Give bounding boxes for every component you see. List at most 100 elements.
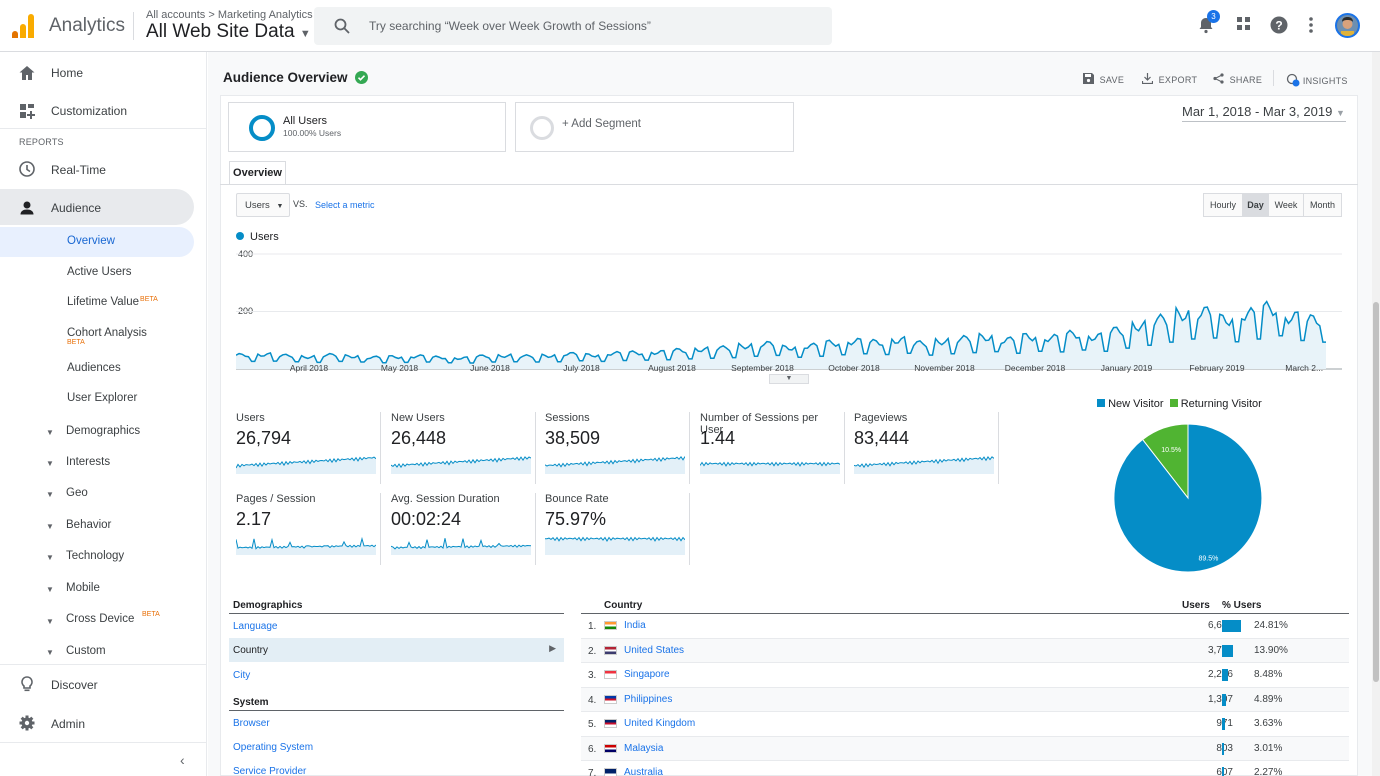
metric-tile[interactable]: Pageviews 83,444 <box>854 412 999 484</box>
account-breadcrumb[interactable]: All accounts > Marketing Analytics <box>146 9 313 21</box>
sidebar-item-customization[interactable]: Customization <box>0 100 207 122</box>
country-link[interactable]: Philippines <box>624 693 673 705</box>
sparkline-line <box>236 456 376 469</box>
pie-slice-new-visitor[interactable] <box>1113 423 1263 573</box>
country-link[interactable]: Malaysia <box>624 742 664 754</box>
table-row[interactable]: 4. Philippines 1,307 4.89% <box>581 687 1349 712</box>
sidebar-item-home[interactable]: Home <box>0 62 207 84</box>
demographics-city-link[interactable]: City <box>233 670 251 681</box>
country-link[interactable]: United Kingdom <box>624 718 696 729</box>
apps-grid-icon[interactable] <box>1236 16 1256 36</box>
metric-tile[interactable]: Sessions 38,509 <box>545 412 690 484</box>
metric-tile[interactable]: Number of Sessions per User 1.44 <box>700 412 845 484</box>
metric-value: 26,794 <box>236 428 292 448</box>
metric-label: Bounce Rate <box>545 493 609 505</box>
property-selector[interactable]: All Web Site Data ▼ <box>146 21 311 43</box>
metric-label: New Users <box>391 412 445 424</box>
table-row[interactable]: 2. United States 3,712 13.90% <box>581 638 1349 663</box>
metric-label: Sessions <box>545 412 590 424</box>
tab-overview[interactable]: Overview <box>229 161 286 185</box>
country-flag-icon <box>604 694 617 704</box>
scrollbar[interactable] <box>1372 52 1380 776</box>
metric-tile[interactable]: Pages / Session 2.17 <box>236 493 381 565</box>
insights-button[interactable]: INSIGHTS <box>1286 73 1348 87</box>
segment-all-users[interactable]: All Users 100.00% Users <box>228 102 506 152</box>
sidebar-item-active-users[interactable]: Active Users <box>67 266 132 278</box>
date-range-picker[interactable]: Mar 1, 2018 - Mar 3, 2019 ▼ <box>1182 104 1345 119</box>
sparkline-area <box>391 456 531 474</box>
country-link[interactable]: India <box>624 620 646 631</box>
chart-collapse-handle-icon[interactable]: ▼ <box>769 374 809 384</box>
table-row[interactable]: 1. India 6,628 24.81% <box>581 614 1349 639</box>
search-placeholder: Try searching “Week over Week Growth of … <box>369 19 651 33</box>
granularity-hourly[interactable]: Hourly <box>1203 193 1243 217</box>
collapse-sidebar-chevron-icon[interactable]: ‹ <box>180 752 185 768</box>
chart-legend: Users <box>236 231 279 243</box>
save-button[interactable]: SAVE <box>1083 73 1124 85</box>
country-link[interactable]: Australia <box>624 767 663 776</box>
sidebar-item-admin[interactable]: Admin <box>0 713 207 735</box>
sidebar-item-lifetime-value[interactable]: Lifetime ValueBETA <box>67 296 158 308</box>
sidebar-item-audiences[interactable]: Audiences <box>67 362 121 374</box>
vs-label: VS. <box>293 199 308 209</box>
metric-tile[interactable]: Avg. Session Duration 00:02:24 <box>391 493 536 565</box>
sidebar-item-label: Demographics <box>66 425 141 437</box>
sparkline-line <box>854 456 994 469</box>
x-tick-label: July 2018 <box>563 363 600 373</box>
table-row[interactable]: 6. Malaysia 803 3.01% <box>581 736 1349 761</box>
metric-tile[interactable]: New Users 26,448 <box>391 412 536 484</box>
sparkline-line <box>700 461 840 467</box>
sparkline-area <box>545 537 685 555</box>
granularity-week[interactable]: Week <box>1268 193 1304 217</box>
app-name[interactable]: Analytics <box>49 15 126 36</box>
pie-slice-label: 89.5% <box>1198 556 1218 563</box>
table-row[interactable]: 5.United Kingdom9713.63% <box>581 712 1349 737</box>
help-icon[interactable]: ? <box>1270 16 1290 36</box>
beta-badge: BETA <box>140 296 158 303</box>
system-browser-link[interactable]: Browser <box>233 718 270 729</box>
table-row[interactable]: 3. Singapore 2,266 8.48% <box>581 663 1349 688</box>
users-series-area <box>236 301 1326 369</box>
granularity-month[interactable]: Month <box>1303 193 1342 217</box>
metric-tile[interactable]: Users 26,794 <box>236 412 381 484</box>
avatar[interactable] <box>1335 13 1360 38</box>
metric-sparkline <box>391 456 531 474</box>
more-vert-icon[interactable] <box>1306 16 1326 36</box>
page-title-text: Audience Overview <box>223 70 348 85</box>
notifications-bell-icon[interactable]: 3 <box>1197 10 1220 36</box>
demographics-language-link[interactable]: Language <box>233 621 278 632</box>
share-button[interactable]: SHARE <box>1213 73 1262 85</box>
sidebar-item-label: Geo <box>66 487 88 499</box>
country-flag-icon <box>604 768 617 776</box>
country-link[interactable]: Singapore <box>624 669 670 680</box>
header-divider <box>133 12 134 40</box>
sidebar-item-realtime[interactable]: Real-Time <box>0 159 207 181</box>
metric-tile[interactable]: Bounce Rate 75.97% <box>545 493 690 565</box>
caret-down-icon: ▼ <box>46 459 54 468</box>
add-segment-button[interactable]: + Add Segment <box>515 102 794 152</box>
sidebar-item-user-explorer[interactable]: User Explorer <box>67 392 138 404</box>
sidebar-item-overview[interactable]: Overview <box>67 235 115 247</box>
metric-value: 75.97% <box>545 509 607 529</box>
metric-label: Pages / Session <box>236 493 316 505</box>
select-metric-link[interactable]: Select a metric <box>315 200 375 210</box>
analytics-logo-icon[interactable] <box>12 14 34 38</box>
country-link[interactable]: United States <box>624 644 685 656</box>
country-flag-icon <box>604 670 617 679</box>
system-provider-link[interactable]: Service Provider <box>233 766 307 776</box>
sparkline-line <box>391 456 531 469</box>
export-button[interactable]: EXPORT <box>1141 73 1198 85</box>
metric-select[interactable]: Users ▼ <box>236 193 290 217</box>
table-row[interactable]: 7. Australia 607 2.27% <box>581 761 1349 776</box>
demographics-country-row[interactable]: Country ▶ <box>229 638 564 662</box>
country-pct: 13.90% <box>1254 644 1288 656</box>
export-label: EXPORT <box>1158 75 1198 85</box>
country-pct: 3.63% <box>1254 718 1283 729</box>
sidebar-item-discover[interactable]: Discover <box>0 674 207 696</box>
country-users: 2,266 <box>1207 669 1233 680</box>
search-input[interactable]: Try searching “Week over Week Growth of … <box>314 7 832 45</box>
system-os-link[interactable]: Operating System <box>233 742 314 753</box>
sidebar-item-cohort-analysis[interactable]: Cohort Analysis BETA <box>67 327 147 351</box>
sidebar-item-audience[interactable]: Audience <box>0 197 207 219</box>
granularity-day[interactable]: Day <box>1242 193 1269 217</box>
